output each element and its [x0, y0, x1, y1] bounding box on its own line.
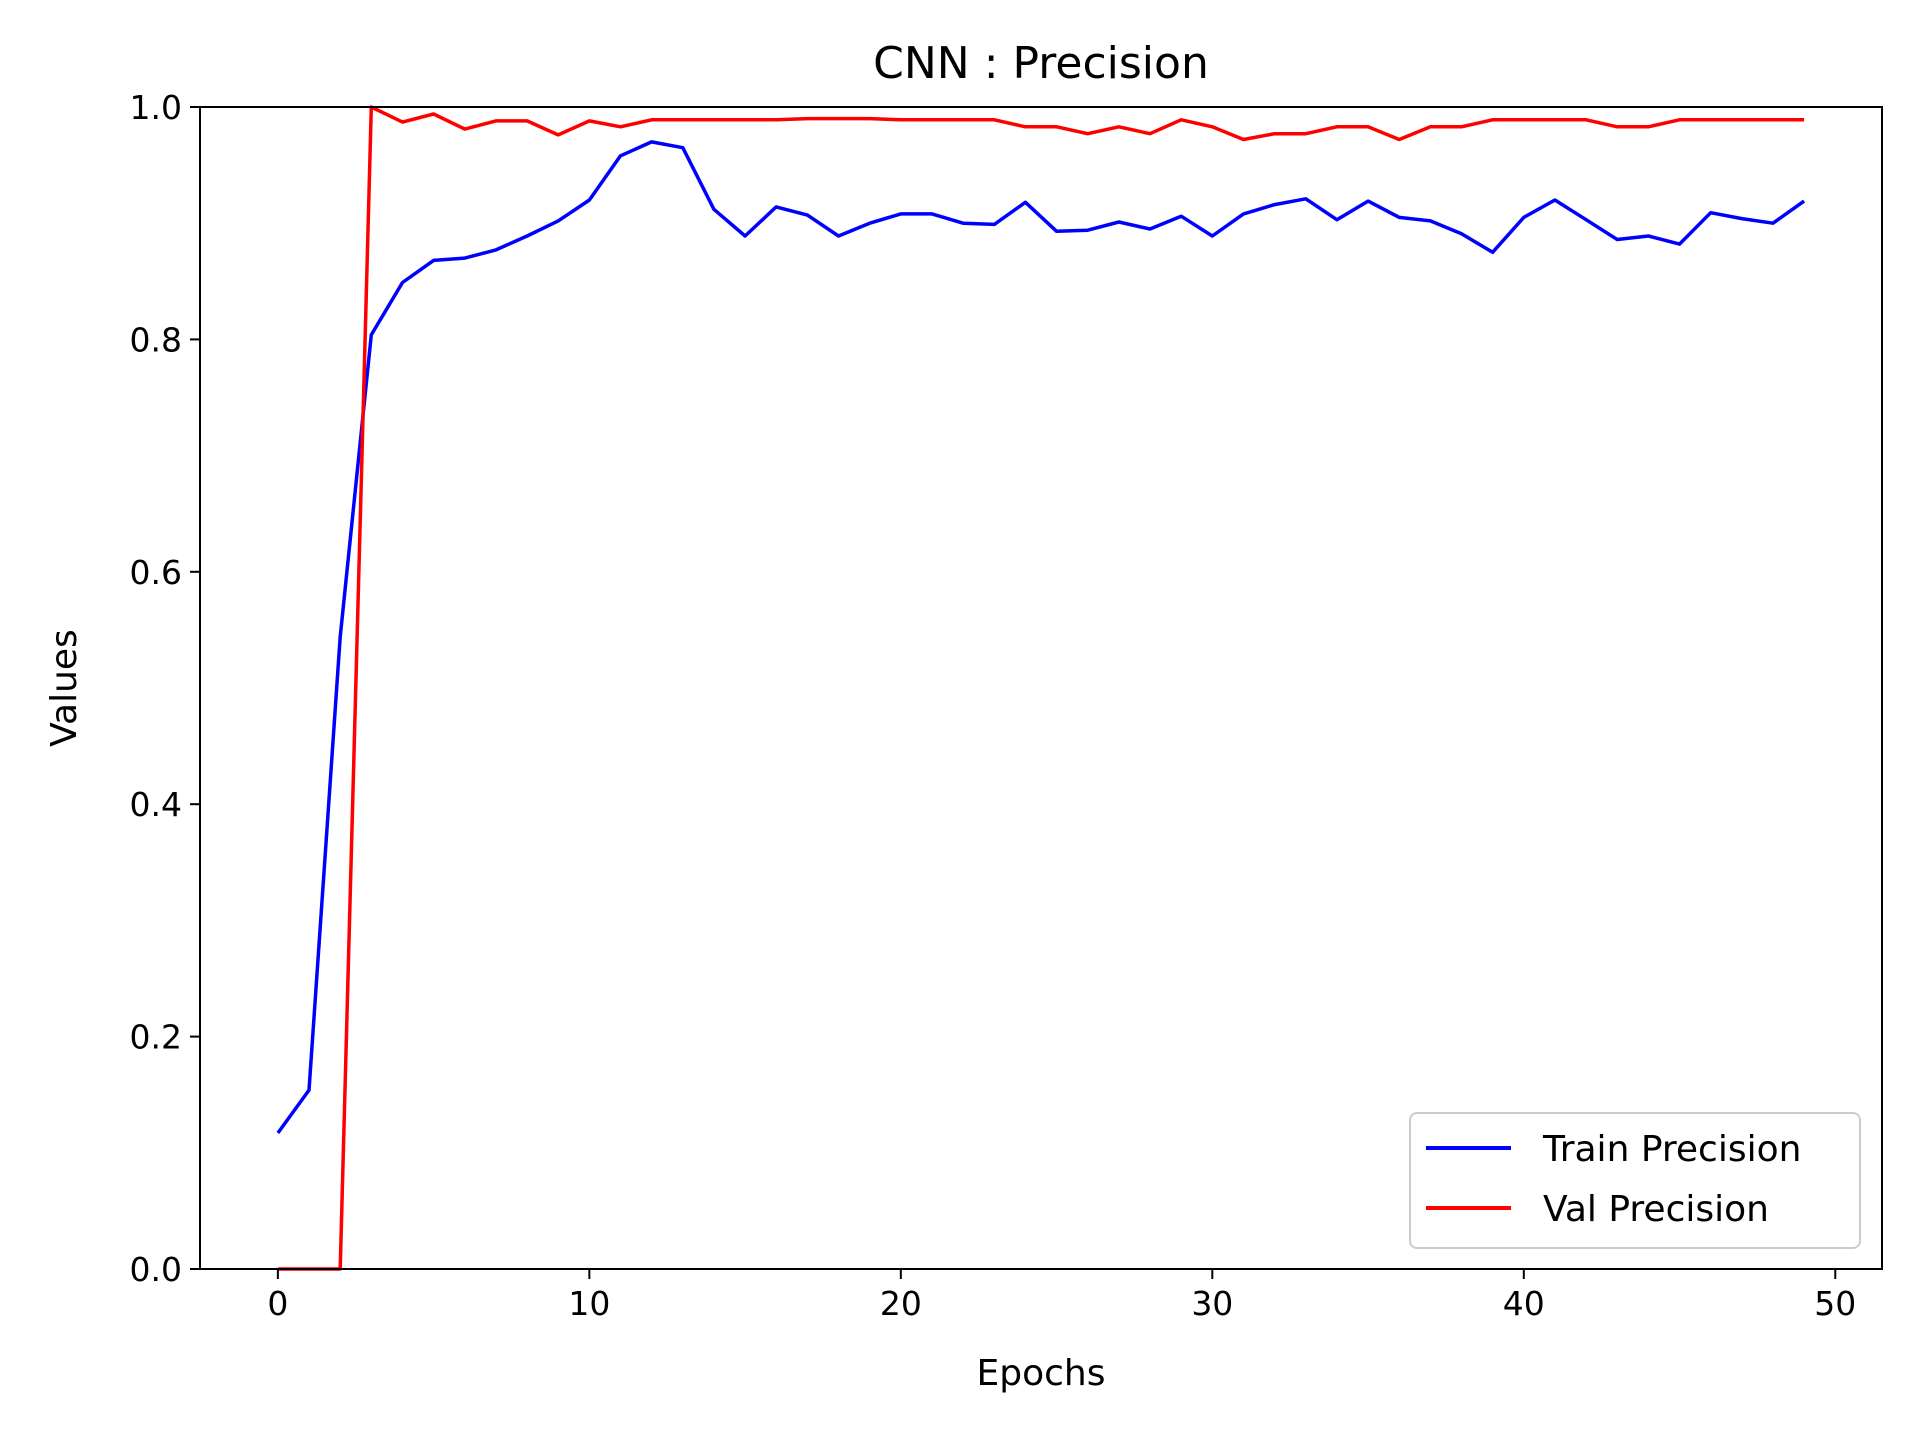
y-tick-label: 0.6	[130, 553, 182, 592]
legend-label-train-precision: Train Precision	[1542, 1129, 1801, 1170]
chart-title: CNN : Precision	[873, 38, 1209, 89]
series-layer	[276, 105, 1806, 1271]
x-tick-label: 0	[267, 1284, 288, 1323]
legend-box	[1409, 1112, 1861, 1249]
x-axis-ticks: 0 10 20 30 40 50	[267, 1269, 1856, 1323]
y-tick-label: 0.8	[130, 320, 182, 359]
y-tick-label: 1.0	[130, 88, 182, 127]
series-line-val-precision	[277, 105, 1805, 1271]
x-tick-label: 20	[880, 1284, 922, 1323]
x-tick-label: 40	[1503, 1284, 1545, 1323]
x-axis-label: Epochs	[977, 1353, 1106, 1394]
legend-label-val-precision: Val Precision	[1543, 1189, 1769, 1230]
x-tick-label: 50	[1814, 1284, 1856, 1323]
plot-frame	[199, 106, 1883, 1270]
y-axis-label: Values	[44, 629, 85, 747]
x-tick-label: 10	[568, 1284, 610, 1323]
legend: Train Precision Val Precision	[1409, 1112, 1861, 1249]
series-line-train-precision	[276, 140, 1806, 1135]
y-tick-label: 0.4	[130, 785, 182, 824]
y-tick-label: 0.0	[130, 1250, 182, 1289]
y-axis-ticks: 0.0 0.2 0.4 0.6 0.8 1.0	[130, 88, 200, 1289]
x-tick-label: 30	[1191, 1284, 1233, 1323]
y-tick-label: 0.2	[130, 1018, 182, 1057]
